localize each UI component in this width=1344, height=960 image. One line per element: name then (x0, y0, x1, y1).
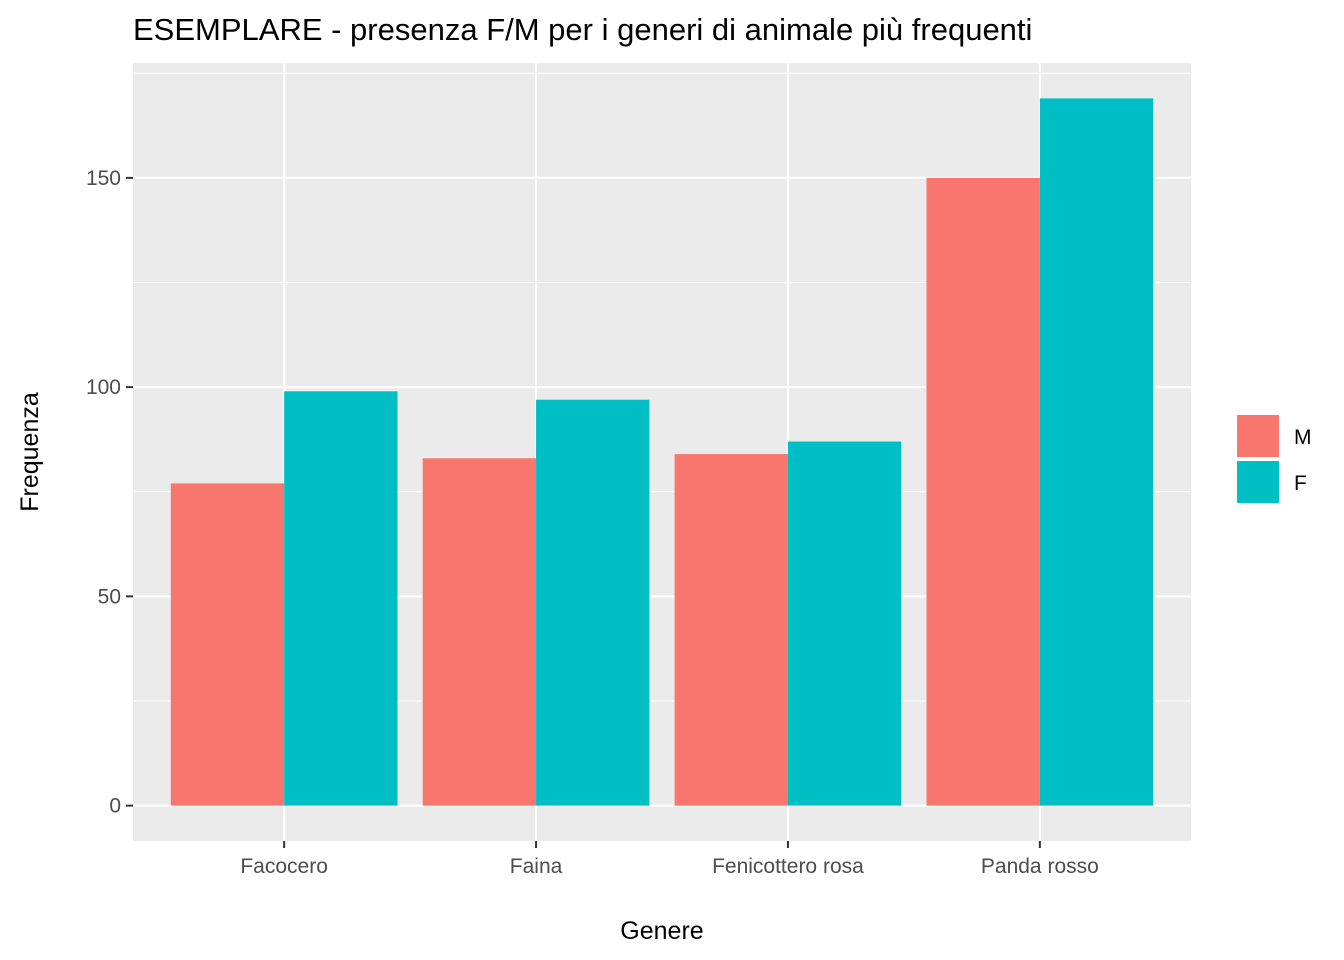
legend-label-F: F (1294, 472, 1307, 495)
x-tick-label: Facocero (240, 855, 328, 878)
y-axis-title: Frequenza (16, 392, 44, 512)
legend-key-M (1237, 415, 1279, 457)
bar-F-faina (536, 399, 650, 806)
y-axis: 0 50 100 150 (86, 167, 133, 818)
bar-M-faina (422, 458, 537, 806)
x-tick-label: Panda rosso (981, 855, 1099, 878)
bar-F-facocero (284, 391, 398, 806)
bar-F-panda-rosso (1039, 98, 1154, 806)
chart-title: ESEMPLARE - presenza F/M per i generi di… (133, 12, 1032, 47)
legend: MF (1237, 415, 1312, 503)
y-tick-label: 0 (109, 795, 121, 818)
y-tick-label: 100 (86, 376, 121, 399)
y-tick-label: 150 (86, 167, 121, 190)
bar-M-facocero (170, 483, 285, 806)
bar-M-fenicottero-rosa (674, 454, 788, 806)
bars (170, 98, 1154, 806)
legend-label-M: M (1294, 426, 1312, 449)
x-axis-title: Genere (620, 917, 703, 945)
x-axis: Facocero Faina Fenicottero rosa Panda rosso (240, 841, 1099, 878)
legend-key-F (1237, 461, 1279, 503)
x-tick-label: Fenicottero rosa (712, 855, 864, 878)
y-tick-label: 50 (98, 585, 121, 608)
bar-M-panda-rosso (926, 177, 1040, 806)
bar-F-fenicottero-rosa (787, 441, 902, 806)
x-tick-label: Faina (510, 855, 563, 878)
